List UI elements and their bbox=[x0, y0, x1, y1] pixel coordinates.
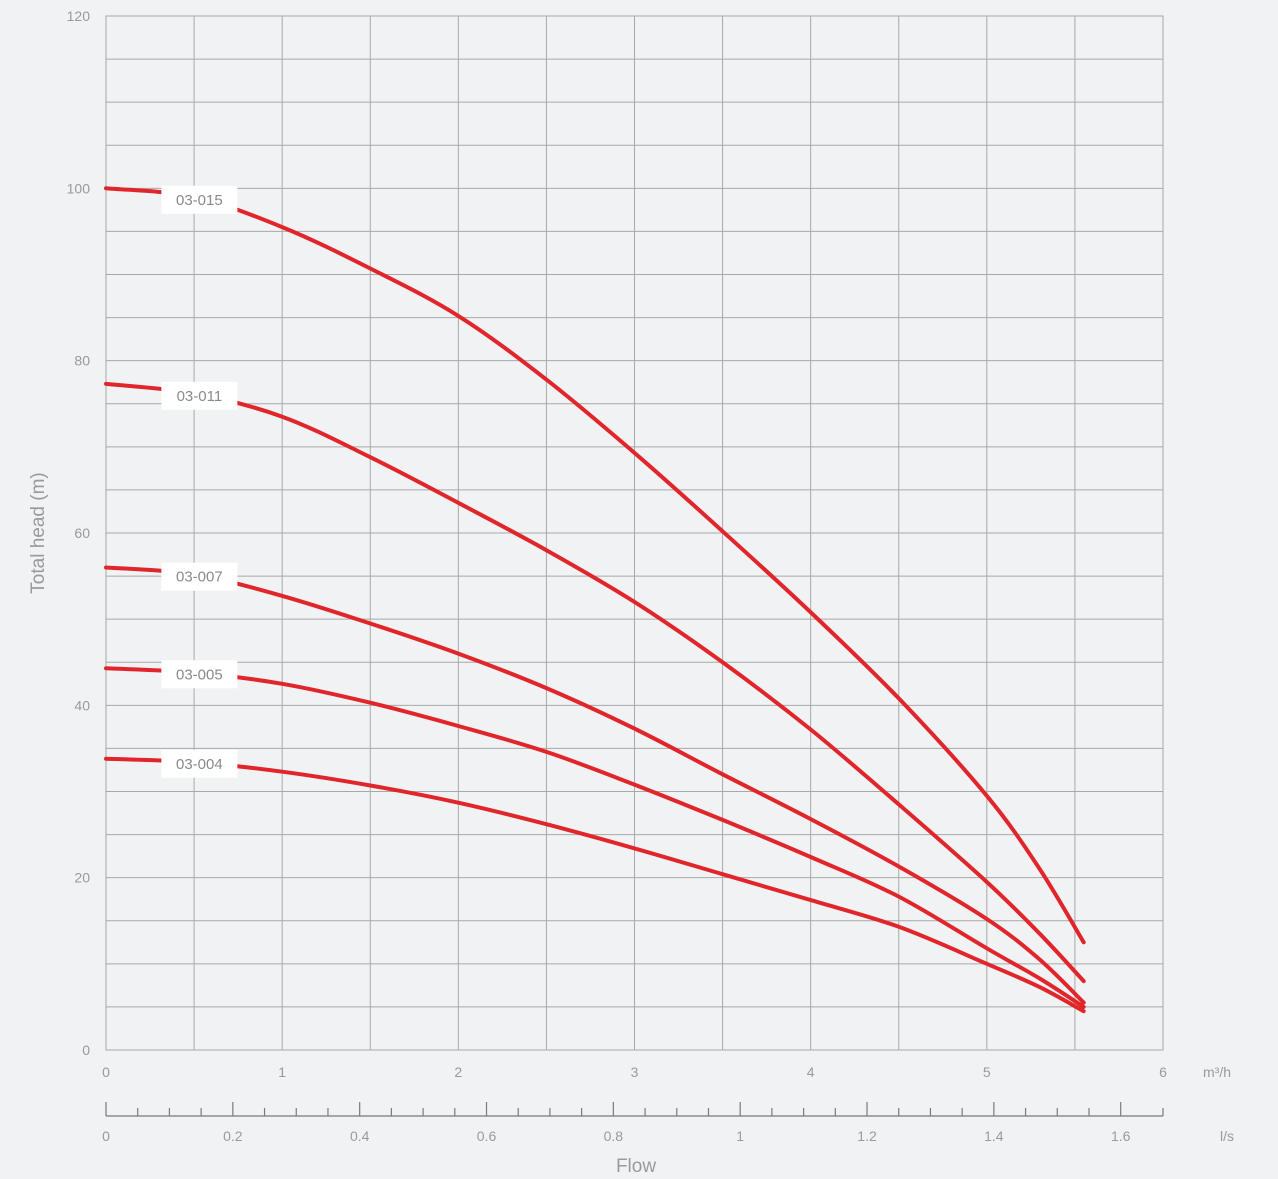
x-axis-title: Flow bbox=[616, 1156, 656, 1177]
x-unit-primary: m³/h bbox=[1203, 1064, 1231, 1080]
series-label: 03-015 bbox=[176, 192, 223, 209]
series-label-box bbox=[161, 185, 238, 214]
series-label: 03-011 bbox=[177, 388, 223, 405]
y-tick-label: 60 bbox=[74, 525, 90, 541]
x-tick-label: 6 bbox=[1159, 1064, 1167, 1080]
series-line bbox=[104, 666, 1086, 1009]
secondary-x-tick-label: 0.2 bbox=[223, 1128, 243, 1144]
series-label: 03-007 bbox=[176, 569, 223, 586]
secondary-x-tick-label: 1.2 bbox=[857, 1128, 877, 1144]
x-tick-label: 1 bbox=[278, 1064, 286, 1080]
x-tick-label: 5 bbox=[983, 1064, 991, 1080]
series-label-box bbox=[161, 381, 238, 410]
grid bbox=[105, 15, 1164, 1051]
secondary-x-tick-label: 0.8 bbox=[604, 1128, 624, 1144]
series-label-box bbox=[161, 749, 238, 778]
y-tick-label: 40 bbox=[74, 697, 90, 713]
x-tick-label: 2 bbox=[454, 1064, 462, 1080]
series-line bbox=[104, 186, 1086, 945]
series-label: 03-005 bbox=[176, 666, 223, 683]
secondary-x-tick-label: 1.6 bbox=[1111, 1128, 1131, 1144]
series-line bbox=[104, 756, 1086, 1014]
secondary-x-tick-label: 0.6 bbox=[477, 1128, 497, 1144]
curves bbox=[104, 186, 1086, 1014]
x-unit-secondary: l/s bbox=[1220, 1128, 1234, 1144]
y-tick-label: 80 bbox=[74, 353, 90, 369]
y-tick-label: 120 bbox=[67, 8, 91, 24]
series-line bbox=[104, 381, 1086, 984]
secondary-x-tick-label: 1.4 bbox=[984, 1128, 1004, 1144]
y-tick-label: 100 bbox=[67, 180, 91, 196]
y-tick-label: 0 bbox=[82, 1042, 90, 1058]
series-label-box bbox=[161, 562, 238, 591]
x-tick-labels: 0 1 2 3 4 5 6 bbox=[102, 1064, 1167, 1080]
y-axis-title: Total head (m) bbox=[28, 472, 49, 593]
secondary-x-tick-label: 0 bbox=[102, 1128, 110, 1144]
secondary-x-tick-label: 1 bbox=[736, 1128, 744, 1144]
series-line bbox=[104, 565, 1086, 1005]
series-label: 03-004 bbox=[176, 756, 223, 773]
secondary-x-tick-label: 0.4 bbox=[350, 1128, 370, 1144]
y-tick-label: 20 bbox=[74, 870, 90, 886]
x-tick-label: 0 bbox=[102, 1064, 110, 1080]
secondary-flow-axis: 0 0.2 0.4 0.6 0.8 1 1.2 1.4 1.6 bbox=[102, 1102, 1164, 1144]
x-tick-label: 4 bbox=[807, 1064, 815, 1080]
x-tick-label: 3 bbox=[631, 1064, 639, 1080]
series-labels: 03-015 03-011 03-007 03-005 03-004 bbox=[161, 185, 238, 778]
y-tick-labels: 0 20 40 60 80 100 120 bbox=[67, 8, 91, 1058]
series-label-box bbox=[161, 660, 238, 689]
